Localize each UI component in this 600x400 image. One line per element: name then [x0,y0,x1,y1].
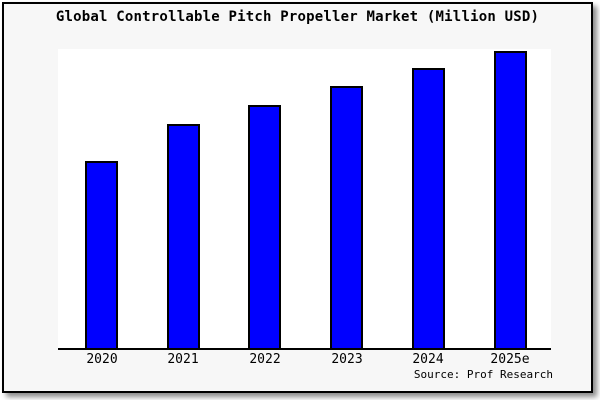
x-tick-label-2021: 2021 [167,352,199,367]
bar-2025e [494,51,527,348]
bar-2021 [167,124,200,348]
x-tick-label-2023: 2023 [331,352,363,367]
bar-2022 [248,105,281,348]
bar-2020 [85,161,118,348]
chart-title: Global Controllable Pitch Propeller Mark… [55,9,540,25]
x-tick-label-2020: 2020 [86,352,118,367]
x-tick-label-2024: 2024 [412,352,444,367]
x-tick-label-2025e: 2025e [490,352,530,367]
x-tick-label-2022: 2022 [249,352,281,367]
bar-2023 [330,86,363,348]
x-axis-line [58,348,551,350]
source-credit: Source: Prof Research [413,368,553,381]
plot-area [58,49,551,348]
bar-2024 [412,68,445,348]
chart-frame: Global Controllable Pitch Propeller Mark… [2,2,593,393]
